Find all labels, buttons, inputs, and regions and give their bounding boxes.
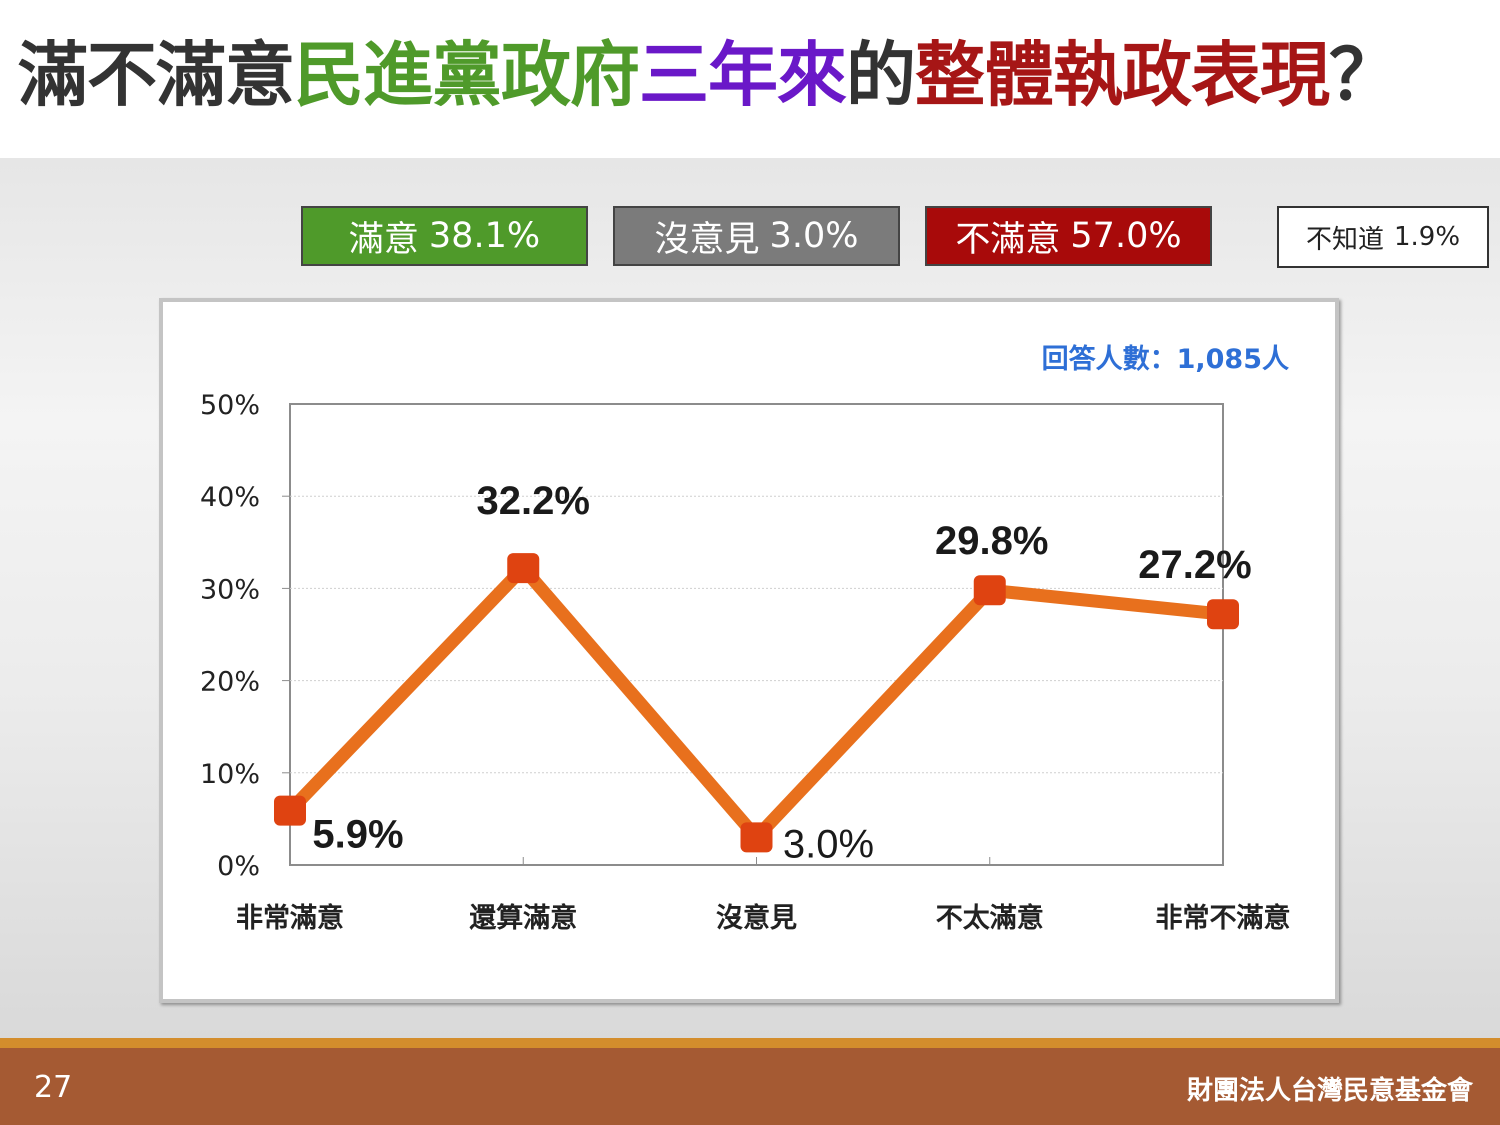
title-part: 整體執政表現: [915, 34, 1330, 116]
x-category-label: 非常不滿意: [1156, 902, 1291, 934]
data-label: 32.2%: [477, 479, 590, 523]
title-part: 民進黨政府: [294, 34, 640, 116]
badge-value: 3.0%: [769, 216, 859, 256]
page-number: 27: [34, 1070, 73, 1105]
x-category-label: 不太滿意: [936, 902, 1044, 934]
y-tick-label: 10%: [200, 759, 260, 790]
data-label: 3.0%: [783, 822, 874, 866]
title-part: 滿不滿意: [18, 34, 295, 116]
badge-label: 滿意: [348, 219, 419, 260]
footer-accent-line: [0, 1038, 1500, 1048]
y-tick-label: 50%: [200, 390, 260, 421]
footer-bar: 27 財團法人台灣民意基金會: [0, 1048, 1500, 1125]
title-bar: 滿不滿意民進黨政府三年來的整體執政表現？: [0, 0, 1500, 158]
y-tick-label: 0%: [217, 851, 260, 882]
data-label: 29.8%: [935, 519, 1048, 563]
title-part: ？: [1329, 34, 1399, 116]
data-point-marker: [507, 553, 540, 584]
unsatisfied-summary-badge: 不滿意 57.0%: [925, 206, 1212, 266]
badge-value: 38.1%: [428, 216, 541, 256]
line-chart: 0% 10% 20% 30% 40% 50% 非常滿意 還算滿意 沒意見 不太滿意 非常不滿意 5.9…: [200, 343, 1291, 934]
x-category-label: 沒意見: [716, 902, 797, 934]
data-label: 5.9%: [312, 813, 403, 857]
data-point-marker: [274, 795, 306, 826]
y-tick-label: 40%: [200, 482, 260, 513]
data-point-marker: [1207, 599, 1239, 630]
organization-name: 財團法人台灣民意基金會: [1186, 1076, 1473, 1106]
badge-value: 57.0%: [1070, 216, 1182, 256]
title-part: 的: [846, 34, 916, 116]
data-point-marker: [740, 822, 773, 853]
data-label: 27.2%: [1138, 543, 1251, 587]
x-category-label: 還算滿意: [469, 902, 577, 934]
page-title: 滿不滿意民進黨政府三年來的整體執政表現？: [18, 40, 1399, 110]
data-point-marker: [973, 575, 1006, 606]
badge-label: 沒意見: [654, 219, 760, 260]
badge-label: 不知道: [1305, 224, 1384, 255]
respondent-count-annotation: 回答人數：1,085人: [1042, 343, 1289, 375]
chart-frame: 0% 10% 20% 30% 40% 50% 非常滿意 還算滿意 沒意見 不太滿意 非常不滿意 5.9…: [159, 298, 1339, 1003]
badge-label: 不滿意: [955, 219, 1061, 260]
title-part: 三年來: [639, 34, 847, 116]
badge-value: 1.9%: [1393, 222, 1461, 252]
no-opinion-summary-badge: 沒意見 3.0%: [613, 206, 900, 266]
plot-area: [289, 403, 1224, 866]
satisfied-summary-badge: 滿意 38.1%: [301, 206, 588, 266]
y-tick-label: 30%: [200, 574, 260, 605]
y-tick-label: 20%: [200, 667, 260, 698]
dont-know-summary-badge: 不知道 1.9%: [1277, 206, 1489, 268]
x-category-label: 非常滿意: [236, 902, 344, 934]
